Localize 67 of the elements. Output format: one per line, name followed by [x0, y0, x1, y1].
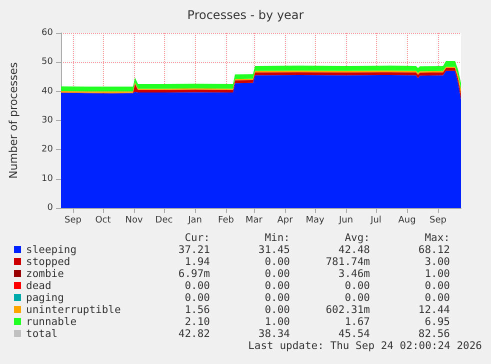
text: 0.00 [264, 256, 290, 268]
text: 1.00 [264, 316, 290, 328]
text: 6.97m [178, 268, 210, 280]
text: 31.45 [258, 244, 290, 256]
x-tick-label: Aug [398, 216, 416, 226]
x-tick-label: Jun [338, 216, 354, 226]
text: 0.00 [264, 304, 290, 316]
text: 0.00 [184, 292, 210, 304]
text: 0.00 [344, 280, 370, 292]
legend-label: sleeping [26, 244, 77, 256]
text: 1.94 [184, 256, 210, 268]
x-tick-label: Oct [95, 216, 112, 226]
text: 45.54 [338, 328, 370, 340]
chart-title: Processes - by year [187, 8, 304, 22]
text: 1.56 [184, 304, 210, 316]
text: 1.67 [344, 316, 370, 328]
text: 38.34 [258, 328, 290, 340]
text: Avg: [344, 232, 370, 244]
legend-label: stopped [26, 256, 70, 268]
text: 12.44 [418, 304, 450, 316]
text: 0.00 [424, 280, 450, 292]
legend-label: runnable [26, 316, 77, 328]
y-tick-label: 60 [42, 28, 54, 38]
text: 0.00 [264, 268, 290, 280]
text: 1.00 [424, 268, 450, 280]
legend-label: dead [26, 280, 52, 292]
text: 781.74m [326, 256, 370, 268]
y-tick-label: 20 [42, 144, 54, 155]
x-tick-label: Nov [125, 216, 144, 226]
y-tick-label: 40 [42, 86, 54, 96]
y-tick-label: 30 [42, 116, 54, 126]
y-tick-label: 10 [42, 174, 54, 184]
text: 6.95 [424, 316, 450, 328]
text: 3.46m [338, 268, 370, 280]
text: 0.00 [344, 292, 370, 304]
x-tick-label: Mar [246, 216, 263, 226]
text: 602.31m [326, 304, 370, 316]
legend-label: zombie [26, 268, 64, 280]
x-tick-label: Apr [277, 216, 294, 226]
legend-label: paging [26, 292, 64, 304]
text: 37.21 [178, 244, 210, 256]
text: 3.00 [424, 256, 450, 268]
text: 0.00 [424, 292, 450, 304]
x-tick-label: May [306, 216, 325, 226]
text: 0.00 [184, 280, 210, 292]
legend-label: uninterruptible [26, 304, 121, 316]
text: 82.56 [418, 328, 450, 340]
x-tick-label: Jan [187, 216, 202, 226]
y-axis-title: Number of processes [7, 62, 20, 179]
y-tick-label: 50 [42, 57, 54, 68]
text: 42.82 [178, 328, 210, 340]
text: Last update: Thu Sep 24 02:00:24 2026 [248, 340, 482, 352]
x-tick-label: Jul [370, 216, 382, 226]
x-tick-label: Dec [155, 216, 173, 226]
y-tick-label: 0 [47, 203, 54, 213]
x-tick-label: Sep [430, 216, 447, 226]
text: Min: [264, 232, 290, 244]
text: Cur: [184, 232, 210, 244]
text: 0.00 [264, 292, 290, 304]
legend-label: total [26, 328, 58, 340]
text: Max: [424, 232, 450, 244]
text: 2.10 [184, 316, 210, 328]
text: 42.48 [338, 244, 370, 256]
x-tick-label: Sep [64, 216, 82, 226]
text: 0.00 [264, 280, 290, 292]
x-tick-label: Feb [218, 216, 234, 226]
text: 68.12 [418, 244, 450, 256]
